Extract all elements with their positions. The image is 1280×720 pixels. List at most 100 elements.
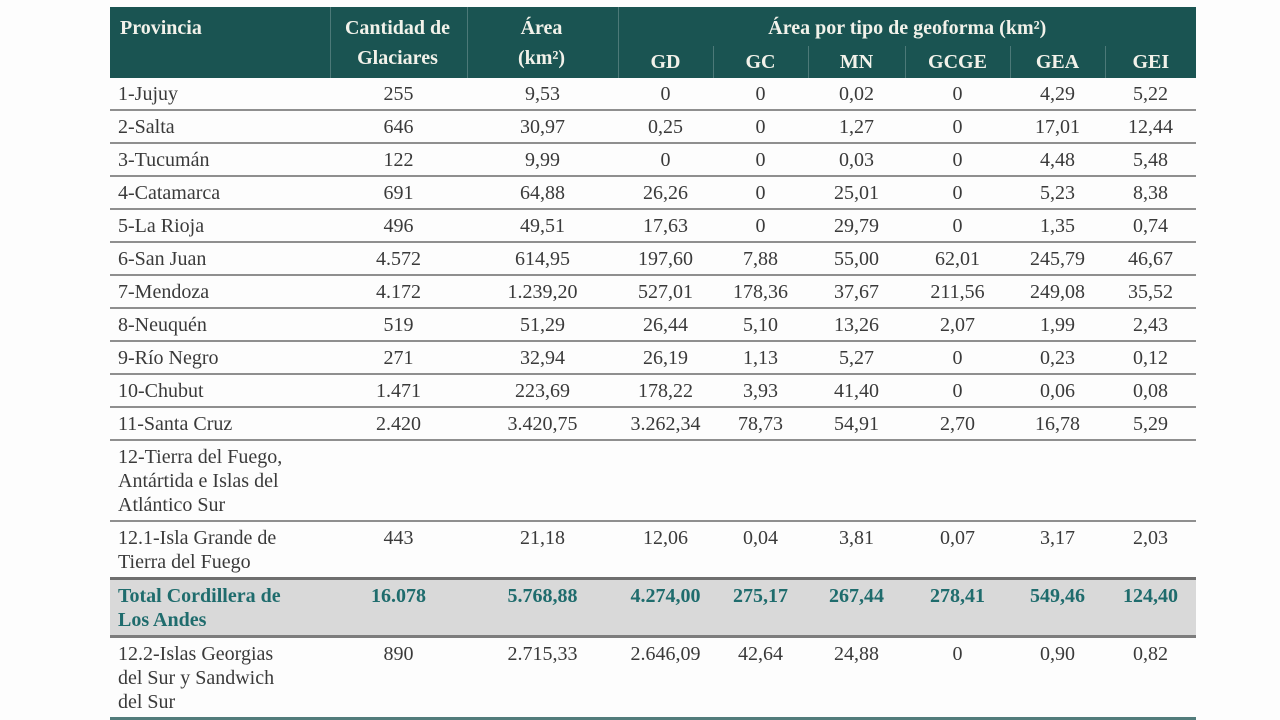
cell-area: 3.420,75 xyxy=(467,406,618,440)
cell-gei: 0,12 xyxy=(1105,340,1197,374)
cell-provincia: 10-Chubut xyxy=(110,373,330,407)
cell-mn: 29,79 xyxy=(808,208,905,242)
row-6-san-juan: 6-San Juan 4.572 614,95 197,60 7,88 55,0… xyxy=(110,241,1197,275)
cell-gcge: 0 xyxy=(905,109,1010,143)
row-1-jujuy: 1-Jujuy 255 9,53 0 0 0,02 0 4,29 5,22 xyxy=(110,78,1197,110)
cell-gd: 26,26 xyxy=(618,175,713,209)
col-header-gea: GEA xyxy=(1009,46,1105,78)
cell-mn: 1,27 xyxy=(808,109,905,143)
cell-gea: 1,99 xyxy=(1010,307,1105,341)
cell-area: 223,69 xyxy=(467,373,618,407)
cell-gd: 17,63 xyxy=(618,208,713,242)
cell-gei: 124,40 xyxy=(1105,577,1197,637)
cell-gcge: 211,56 xyxy=(905,274,1010,308)
cell-gea: 245,79 xyxy=(1010,241,1105,275)
cell-gd: 26,19 xyxy=(618,340,713,374)
row-12-1-isla-grande: 12.1-Isla Grande de Tierra del Fuego 443… xyxy=(110,520,1197,579)
col-header-gei: GEI xyxy=(1104,46,1197,78)
cell-provincia: 3-Tucumán xyxy=(110,142,330,176)
cell-gcge: 2,07 xyxy=(905,307,1010,341)
cell-provincia: 12.2-Islas Georgias del Sur y Sandwich d… xyxy=(110,635,330,720)
cell-gei: 2,43 xyxy=(1105,307,1197,341)
cell-cantidad: 4.172 xyxy=(330,274,467,308)
cell-cantidad: 519 xyxy=(330,307,467,341)
row-3-tucuman: 3-Tucumán 122 9,99 0 0 0,03 0 4,48 5,48 xyxy=(110,142,1197,176)
cell-gcge: 0 xyxy=(905,78,1010,110)
col-header-gd: GD xyxy=(617,46,713,78)
cell-gd: 0 xyxy=(618,78,713,110)
col-header-gcge: GCGE xyxy=(904,46,1010,78)
row-5-la-rioja: 5-La Rioja 496 49,51 17,63 0 29,79 0 1,3… xyxy=(110,208,1197,242)
cell-gd: 527,01 xyxy=(618,274,713,308)
cell-gcge: 0 xyxy=(905,635,1010,720)
cell-cantidad: 691 xyxy=(330,175,467,209)
cell-area: 49,51 xyxy=(467,208,618,242)
cell-provincia: 5-La Rioja xyxy=(110,208,330,242)
cell-gc: 0 xyxy=(713,78,808,110)
cell-gd: 2.646,09 xyxy=(618,635,713,720)
cell-provincia: Total Cordillera de Los Andes xyxy=(110,577,330,637)
cell-gea: 4,29 xyxy=(1010,78,1105,110)
cell-cantidad: 4.572 xyxy=(330,241,467,275)
header-row-group: Provincia Cantidad de Glaciares Área (km… xyxy=(110,7,1197,78)
cell-gea: 0,90 xyxy=(1010,635,1105,720)
cell-gea: 0,06 xyxy=(1010,373,1105,407)
cell-cantidad: 122 xyxy=(330,142,467,176)
cell-mn: 0,02 xyxy=(808,78,905,110)
cell-mn: 37,67 xyxy=(808,274,905,308)
cell-area: 1.239,20 xyxy=(467,274,618,308)
cell-gea: 3,17 xyxy=(1010,520,1105,579)
cell-gei: 8,38 xyxy=(1105,175,1197,209)
row-8-neuquen: 8-Neuquén 519 51,29 26,44 5,10 13,26 2,0… xyxy=(110,307,1197,341)
cell-gc: 78,73 xyxy=(713,406,808,440)
glacier-inventory-table: Provincia Cantidad de Glaciares Área (km… xyxy=(110,7,1197,720)
cell-gcge: 0 xyxy=(905,340,1010,374)
cell-gc: 5,10 xyxy=(713,307,808,341)
cell-mn: 13,26 xyxy=(808,307,905,341)
cell-mn: 5,27 xyxy=(808,340,905,374)
cell-gea xyxy=(1010,439,1105,521)
cell-provincia: 4-Catamarca xyxy=(110,175,330,209)
cell-area: 2.715,33 xyxy=(467,635,618,720)
cell-gei: 0,74 xyxy=(1105,208,1197,242)
row-total-cordillera: Total Cordillera de Los Andes 16.078 5.7… xyxy=(110,577,1197,637)
cell-provincia: 1-Jujuy xyxy=(110,78,330,110)
cell-cantidad: 890 xyxy=(330,635,467,720)
cell-gd: 0,25 xyxy=(618,109,713,143)
col-header-area: Área (km²) xyxy=(466,7,618,78)
col-header-provincia: Provincia xyxy=(110,7,330,78)
row-10-chubut: 10-Chubut 1.471 223,69 178,22 3,93 41,40… xyxy=(110,373,1197,407)
cell-gd: 12,06 xyxy=(618,520,713,579)
cell-area: 30,97 xyxy=(467,109,618,143)
row-2-salta: 2-Salta 646 30,97 0,25 0 1,27 0 17,01 12… xyxy=(110,109,1197,143)
cell-mn: 0,03 xyxy=(808,142,905,176)
row-12-2-islas-georgias: 12.2-Islas Georgias del Sur y Sandwich d… xyxy=(110,635,1197,720)
cell-cantidad: 496 xyxy=(330,208,467,242)
cell-provincia: 7-Mendoza xyxy=(110,274,330,308)
cell-gei: 0,82 xyxy=(1105,635,1197,720)
cell-gc xyxy=(713,439,808,521)
row-11-santa-cruz: 11-Santa Cruz 2.420 3.420,75 3.262,34 78… xyxy=(110,406,1197,440)
cell-gea: 16,78 xyxy=(1010,406,1105,440)
cell-gc: 275,17 xyxy=(713,577,808,637)
cell-gcge: 2,70 xyxy=(905,406,1010,440)
cell-gcge: 0 xyxy=(905,208,1010,242)
cell-gei: 46,67 xyxy=(1105,241,1197,275)
cell-gc: 42,64 xyxy=(713,635,808,720)
cell-area: 9,99 xyxy=(467,142,618,176)
cell-gc: 3,93 xyxy=(713,373,808,407)
cell-cantidad: 271 xyxy=(330,340,467,374)
cell-gei: 0,08 xyxy=(1105,373,1197,407)
cell-gcge: 0 xyxy=(905,142,1010,176)
cell-gei: 12,44 xyxy=(1105,109,1197,143)
cell-mn: 25,01 xyxy=(808,175,905,209)
row-4-catamarca: 4-Catamarca 691 64,88 26,26 0 25,01 0 5,… xyxy=(110,175,1197,209)
cell-gc: 0,04 xyxy=(713,520,808,579)
cell-area xyxy=(467,439,618,521)
cell-area: 64,88 xyxy=(467,175,618,209)
cell-gcge: 62,01 xyxy=(905,241,1010,275)
cell-gc: 0 xyxy=(713,175,808,209)
cell-area: 614,95 xyxy=(467,241,618,275)
cell-area: 51,29 xyxy=(467,307,618,341)
cell-area: 9,53 xyxy=(467,78,618,110)
